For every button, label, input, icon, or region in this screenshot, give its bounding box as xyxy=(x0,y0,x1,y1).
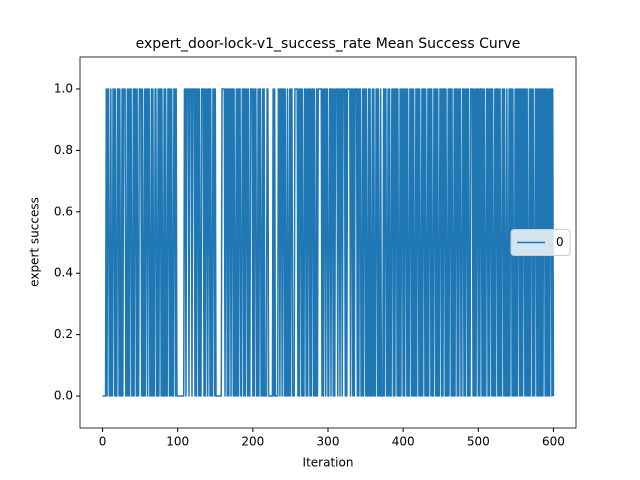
y-tick-label: 0.6 xyxy=(54,204,73,218)
x-tick-label: 0 xyxy=(99,435,107,449)
y-axis-label: expert success xyxy=(28,197,42,287)
legend-label: 0 xyxy=(556,235,564,249)
x-tick-label: 400 xyxy=(392,435,415,449)
x-tick-label: 100 xyxy=(166,435,189,449)
chart-title: expert_door-lock-v1_success_rate Mean Su… xyxy=(136,36,521,52)
axes-frame xyxy=(79,56,577,429)
y-tick-label: 1.0 xyxy=(54,81,73,95)
y-tick-label: 0.4 xyxy=(54,266,73,280)
x-tick-label: 500 xyxy=(467,435,490,449)
y-tick-label: 0.0 xyxy=(54,389,73,403)
data-line xyxy=(102,88,555,397)
x-tick-label: 200 xyxy=(241,435,264,449)
y-tick-label: 0.2 xyxy=(54,327,73,341)
x-tick-label: 600 xyxy=(542,435,565,449)
x-axis-label: Iteration xyxy=(303,456,354,470)
y-tick-label: 0.8 xyxy=(54,143,73,157)
legend: 0 xyxy=(510,229,571,256)
x-tick-label: 300 xyxy=(317,435,340,449)
